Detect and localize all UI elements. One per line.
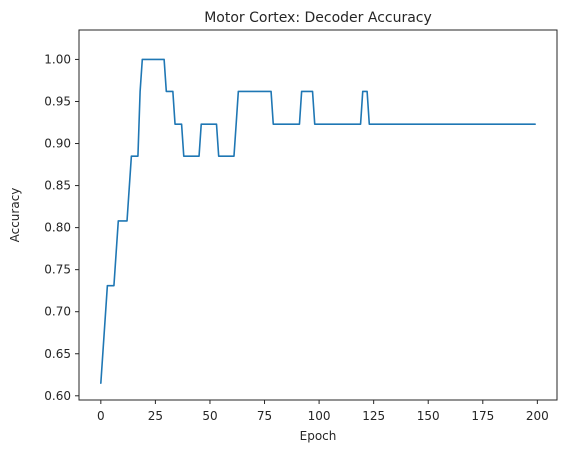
x-tick-label: 25 [148,409,163,423]
x-tick-label: 75 [257,409,272,423]
x-tick-label: 150 [417,409,440,423]
chart-title: Motor Cortex: Decoder Accuracy [204,10,432,26]
accuracy-series-line [100,58,536,384]
y-tick-label: 0.65 [44,347,71,361]
plot-frame [78,29,558,401]
x-tick-label: 200 [526,409,549,423]
y-tick-label: 0.85 [44,179,71,193]
y-axis-label: Accuracy [8,188,22,243]
y-tick-label: 0.60 [44,389,71,403]
x-tick-label: 175 [471,409,494,423]
x-axis-label: Epoch [300,429,337,443]
y-tick-label: 0.70 [44,305,71,319]
y-tick-label: 0.90 [44,137,71,151]
x-axis-ticks: 0 25 50 75 100 125 150 175 200 [97,400,549,423]
y-axis-ticks: 0.60 0.65 0.70 0.75 0.80 0.85 0.90 0.95 1.00 [44,52,79,403]
y-tick-label: 0.75 [44,263,71,277]
y-tick-label: 0.80 [44,221,71,235]
x-tick-label: 0 [97,409,105,423]
x-tick-label: 100 [308,409,331,423]
y-tick-label: 1.00 [44,52,71,66]
x-tick-label: 50 [202,409,217,423]
y-tick-label: 0.95 [44,94,71,108]
x-tick-label: 125 [362,409,385,423]
series-layer [100,58,536,384]
